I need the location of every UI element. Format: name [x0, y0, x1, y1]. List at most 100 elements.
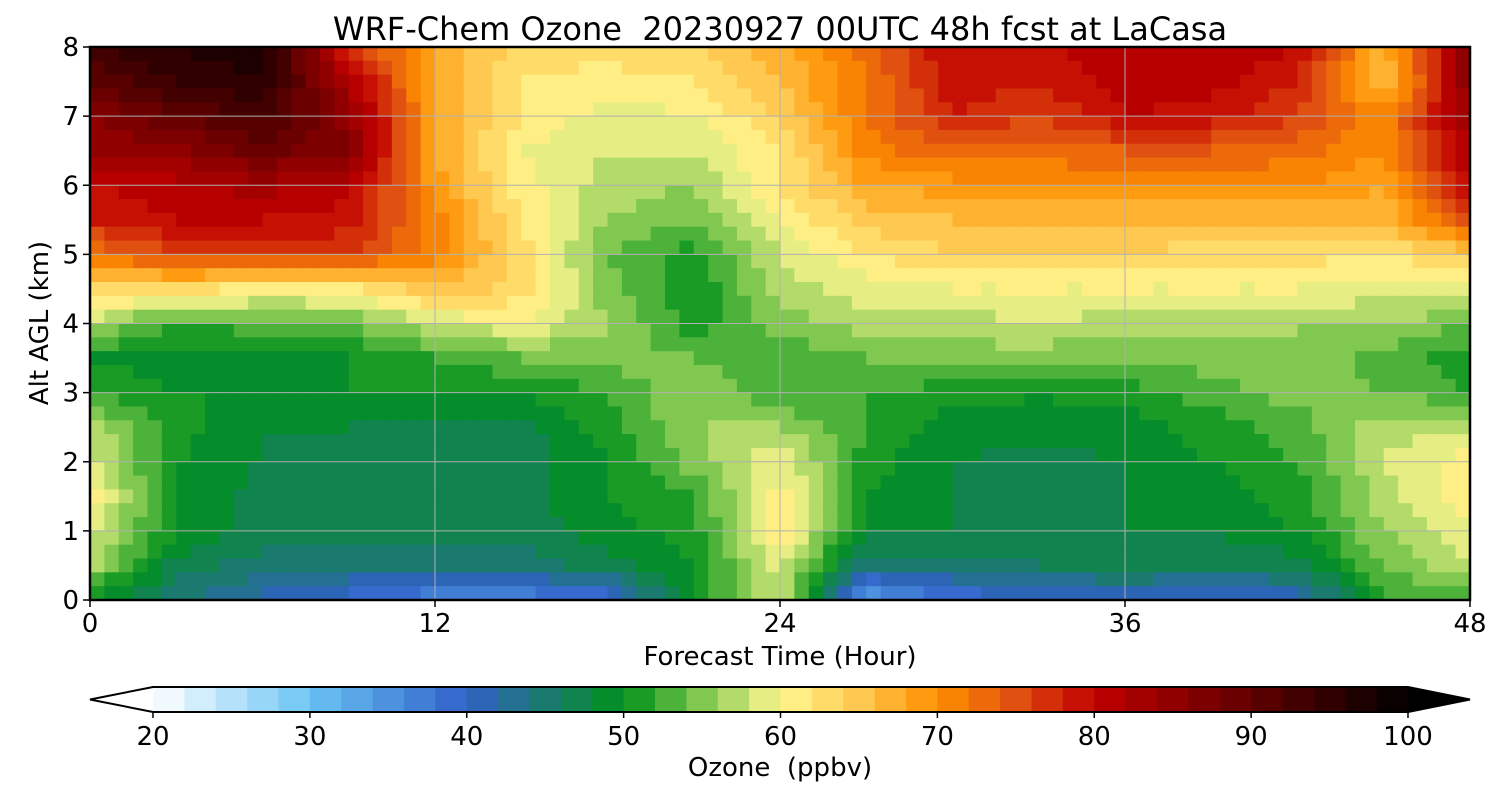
heatmap-cell — [1081, 240, 1097, 255]
heatmap-cell — [1153, 406, 1169, 421]
heatmap-cell — [233, 434, 249, 449]
heatmap-cell — [1096, 199, 1112, 214]
heatmap-cell — [1096, 337, 1112, 352]
heatmap-cell — [1024, 254, 1040, 269]
heatmap-cell — [118, 420, 134, 435]
heatmap-cell — [478, 309, 494, 325]
heatmap-cell — [1038, 378, 1054, 394]
heatmap-cell — [564, 406, 580, 421]
heatmap-cell — [133, 116, 149, 131]
heatmap-cell — [1426, 392, 1442, 408]
heatmap-cell — [1225, 129, 1241, 145]
heatmap-cell — [535, 226, 551, 242]
heatmap-cell — [1110, 544, 1126, 560]
colorbar-swatch — [1157, 687, 1189, 712]
heatmap-cell — [305, 586, 321, 600]
heatmap-cell — [923, 530, 939, 546]
heatmap-cell — [650, 88, 666, 103]
heatmap-cell — [751, 60, 767, 76]
heatmap-cell — [248, 268, 264, 283]
heatmap-cell — [679, 461, 695, 477]
heatmap-cell — [765, 586, 781, 600]
heatmap-cell — [923, 157, 939, 173]
heatmap-cell — [578, 489, 594, 504]
heatmap-cell — [262, 586, 278, 600]
heatmap-cell — [1455, 88, 1470, 103]
heatmap-cell — [1297, 102, 1313, 117]
heatmap-cell — [1024, 503, 1040, 518]
heatmap-cell — [1268, 420, 1284, 435]
heatmap-cell — [722, 268, 738, 283]
heatmap-cell — [966, 420, 982, 435]
heatmap-cell — [248, 544, 264, 560]
heatmap-cell — [851, 143, 867, 159]
heatmap-cell — [665, 226, 680, 242]
heatmap-cell — [794, 47, 810, 62]
heatmap-cell — [808, 558, 824, 573]
heatmap-cell — [205, 475, 220, 490]
heatmap-cell — [1369, 434, 1385, 449]
heatmap-cell — [837, 226, 853, 242]
heatmap-cell — [593, 434, 609, 449]
heatmap-cell — [1081, 392, 1097, 408]
heatmap-cell — [823, 212, 839, 228]
heatmap-cell — [693, 558, 709, 573]
heatmap-cell — [550, 74, 565, 90]
heatmap-cell — [449, 309, 465, 325]
heatmap-cell — [233, 406, 249, 421]
heatmap-cell — [291, 392, 307, 408]
heatmap-cell — [780, 309, 795, 325]
heatmap-cell — [406, 351, 422, 366]
heatmap-cell — [1268, 447, 1284, 463]
colorbar-swatch — [1062, 687, 1095, 712]
heatmap-cell — [708, 434, 724, 449]
heatmap-cell — [1182, 558, 1198, 573]
heatmap-cell — [1412, 530, 1428, 546]
heatmap-cell — [1326, 517, 1342, 532]
heatmap-cell — [291, 517, 307, 532]
heatmap-cell — [1211, 572, 1227, 587]
heatmap-cell — [708, 240, 724, 255]
heatmap-cell — [1067, 530, 1083, 546]
heatmap-cell — [995, 226, 1011, 242]
heatmap-cell — [693, 447, 709, 463]
heatmap-cell — [104, 530, 120, 546]
heatmap-cell — [1024, 378, 1040, 394]
heatmap-cell — [823, 254, 839, 269]
heatmap-cell — [492, 199, 508, 214]
heatmap-cell — [248, 503, 264, 518]
heatmap-cell — [665, 171, 680, 186]
heatmap-cell — [262, 199, 278, 214]
heatmap-cell — [1455, 60, 1470, 76]
heatmap-cell — [636, 337, 652, 352]
heatmap-cell — [348, 47, 364, 62]
heatmap-cell — [535, 323, 551, 338]
heatmap-cell — [291, 240, 307, 255]
heatmap-cell — [1182, 185, 1198, 200]
heatmap-cell — [535, 434, 551, 449]
heatmap-cell — [118, 378, 134, 394]
heatmap-cell — [118, 544, 134, 560]
heatmap-cell — [1182, 240, 1198, 255]
heatmap-cell — [377, 129, 393, 145]
heatmap-cell — [1168, 461, 1184, 477]
heatmap-cell — [478, 171, 494, 186]
heatmap-cell — [435, 461, 450, 477]
heatmap-cell — [1096, 185, 1112, 200]
heatmap-cell — [607, 544, 623, 560]
heatmap-cell — [794, 420, 810, 435]
heatmap-cell — [535, 517, 551, 532]
heatmap-cell — [1225, 254, 1241, 269]
heatmap-cell — [708, 517, 724, 532]
heatmap-cell — [320, 558, 335, 573]
heatmap-cell — [679, 254, 695, 269]
heatmap-cell — [880, 392, 896, 408]
heatmap-cell — [780, 337, 795, 352]
heatmap-cell — [435, 157, 450, 173]
heatmap-cell — [765, 143, 781, 159]
heatmap-cell — [406, 282, 422, 297]
heatmap-cell — [334, 47, 350, 62]
heatmap-cell — [420, 351, 436, 366]
heatmap-cell — [1010, 323, 1025, 338]
heatmap-cell — [161, 434, 177, 449]
